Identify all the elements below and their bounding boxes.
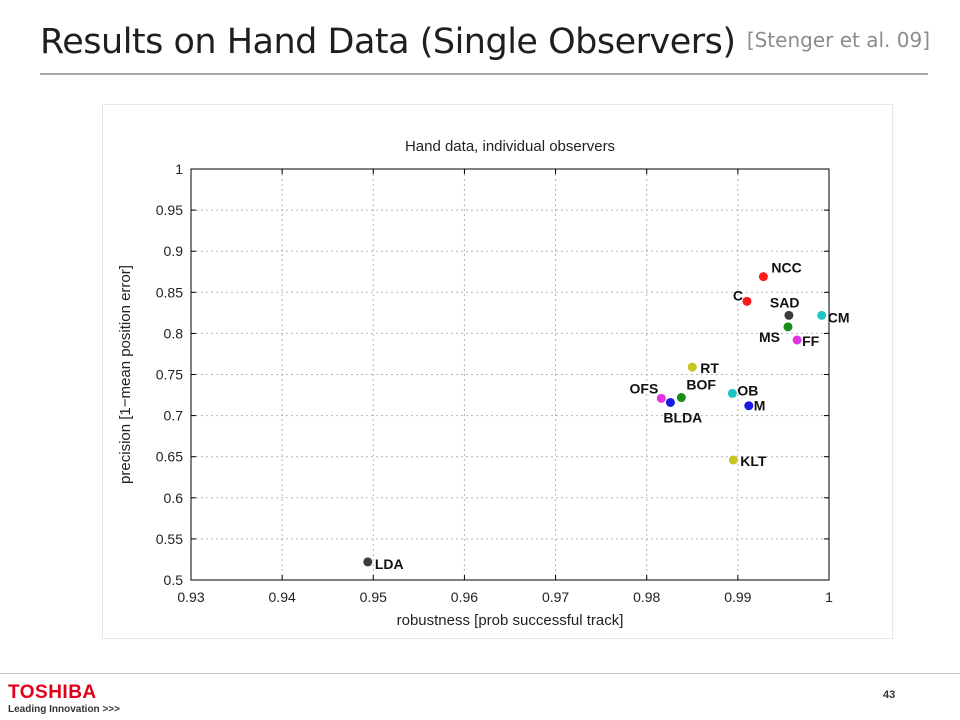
point-label-lda: LDA [375, 556, 404, 572]
brand-logo: TOSHIBA [8, 682, 97, 703]
data-point-ofs [656, 393, 666, 403]
x-tick-label: 0.93 [177, 589, 204, 605]
x-tick-label: 0.98 [633, 589, 660, 605]
y-tick-label: 0.55 [156, 531, 183, 547]
y-tick-label: 0.65 [156, 449, 183, 465]
x-tick-label: 0.96 [451, 589, 478, 605]
y-tick-label: 0.85 [156, 284, 183, 300]
data-point-ob [727, 388, 737, 398]
citation: [Stenger et al. 09] [746, 28, 930, 52]
y-tick-label: 1 [175, 161, 183, 177]
x-tick-label: 0.94 [269, 589, 296, 605]
chart-panel: 0.93 0.94 0.95 0.96 0.97 0.98 0.99 1 0.5 0.55 0.6 0… [102, 104, 893, 639]
point-label-ms: MS [759, 329, 780, 345]
point-label-ncc: NCC [771, 260, 801, 276]
point-label-cm: CM [828, 309, 850, 325]
x-tick-label: 0.95 [360, 589, 387, 605]
point-label-rt: RT [700, 360, 719, 376]
data-point-rt [687, 362, 697, 372]
data-point-cm [817, 310, 827, 320]
brand-tagline: Leading Innovation >>> [8, 704, 120, 715]
y-tick-label: 0.75 [156, 367, 183, 383]
point-label-ff: FF [802, 333, 820, 349]
point-label-c: C [733, 287, 743, 303]
data-point-ncc [758, 272, 768, 282]
x-tick-label: 1 [825, 589, 833, 605]
y-tick-label: 0.9 [164, 243, 184, 259]
y-axis-label: precision [1−mean position error] [117, 265, 134, 484]
point-label-blda: BLDA [663, 409, 702, 425]
data-point-c [742, 296, 752, 306]
grid-lines [191, 169, 829, 580]
point-label-ofs: OFS [630, 380, 659, 396]
point-label-klt: KLT [740, 453, 767, 469]
point-label-bof: BOF [686, 377, 716, 393]
y-tick-label: 0.5 [164, 572, 184, 588]
page-number: 43 [883, 689, 896, 701]
data-point-lda [363, 557, 373, 567]
slide-title: Results on Hand Data (Single Observers) [40, 22, 736, 62]
x-axis-label: robustness [prob successful track] [397, 612, 624, 629]
y-tick-label: 0.6 [164, 490, 184, 506]
title-divider [40, 73, 928, 75]
point-label-m: M [754, 398, 766, 414]
data-point-ms [783, 322, 793, 332]
data-point-ff [792, 335, 802, 345]
data-point-blda [665, 397, 675, 407]
axis-ticks: 0.93 0.94 0.95 0.96 0.97 0.98 0.99 1 0.5 0.55 0.6 0… [156, 161, 833, 605]
x-tick-label: 0.99 [724, 589, 751, 605]
data-point-klt [728, 455, 738, 465]
y-tick-label: 0.7 [164, 408, 184, 424]
point-label-sad: SAD [770, 294, 800, 310]
x-tick-label: 0.97 [542, 589, 569, 605]
data-point-sad [784, 310, 794, 320]
data-point-m [744, 401, 754, 411]
data-point-bof [676, 393, 686, 403]
y-tick-label: 0.95 [156, 202, 183, 218]
point-label-ob: OB [737, 382, 758, 398]
y-tick-label: 0.8 [164, 325, 184, 341]
footer-divider [0, 673, 960, 674]
scatter-chart: 0.93 0.94 0.95 0.96 0.97 0.98 0.99 1 0.5 0.55 0.6 0… [117, 138, 849, 629]
chart-title: Hand data, individual observers [405, 138, 615, 155]
